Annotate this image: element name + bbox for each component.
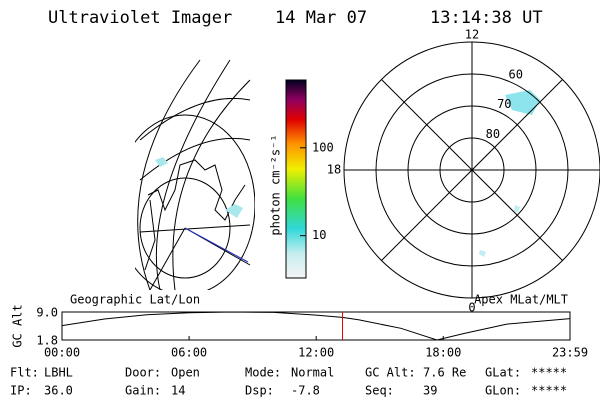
polar-spoke [381,79,563,261]
alt-xtick-label: 06:00 [171,346,207,360]
mlat-label: 60 [509,67,523,81]
info-value: 39 [423,384,437,398]
info-value: 7.6 Re [423,366,466,380]
mlat-label: 70 [497,97,511,111]
info-label: Gain: [125,384,161,398]
info-value: LBHL [44,366,73,380]
alt-curve [61,311,571,341]
info-label: IP: [10,384,32,398]
polar-decor [479,90,540,257]
colorbar-label: photon cm⁻²s⁻¹ [269,134,283,235]
info-value: 14 [171,384,185,398]
mlt-label: 0 [468,301,475,315]
info-value: ***** [531,366,567,380]
colorbar-tick-label: 100 [312,140,334,154]
info-label: Flt: [10,366,39,380]
alt-ylabel: GC Alt [11,304,25,347]
info-label: Seq: [365,384,394,398]
info-value: 36.0 [44,384,73,398]
mlat-ring [439,137,505,203]
alt-ytick-label: 1.8 [36,334,58,348]
colorbar-tick-label: 10 [312,228,326,242]
info-value: -7.8 [291,384,320,398]
info-label: GC Alt: [365,366,416,380]
polar-label: Apex MLat/MLT [474,293,568,307]
info-label: Mode: [245,366,281,380]
date: 14 Mar 07 [275,8,367,28]
map-label: Geographic Lat/Lon [70,293,200,307]
mlt-label: 18 [327,163,341,177]
alt-xtick-label: 23:59 [552,346,588,360]
alt-ytick-label: 9.0 [36,306,58,320]
info-label: GLon: [485,384,521,398]
geographic-map [135,59,255,290]
mlat-ring [375,73,569,267]
alt-xtick-label: 00:00 [44,346,80,360]
mlat-label: 80 [486,127,500,141]
info-label: Dsp: [245,384,274,398]
info-value: ***** [531,384,567,398]
info-value: Open [171,366,200,380]
alt-xtick-label: 12:00 [298,346,334,360]
instrument: Ultraviolet Imager [48,8,232,28]
colorbar [285,79,307,279]
info-value: Normal [291,366,334,380]
alt-xtick-label: 18:00 [425,346,461,360]
alt-box [61,311,571,341]
mlt-label: 12 [465,28,479,42]
info-label: GLat: [485,366,521,380]
time: 13:14:38 UT [430,8,543,28]
info-label: Door: [125,366,161,380]
mlat-ring [407,105,537,235]
